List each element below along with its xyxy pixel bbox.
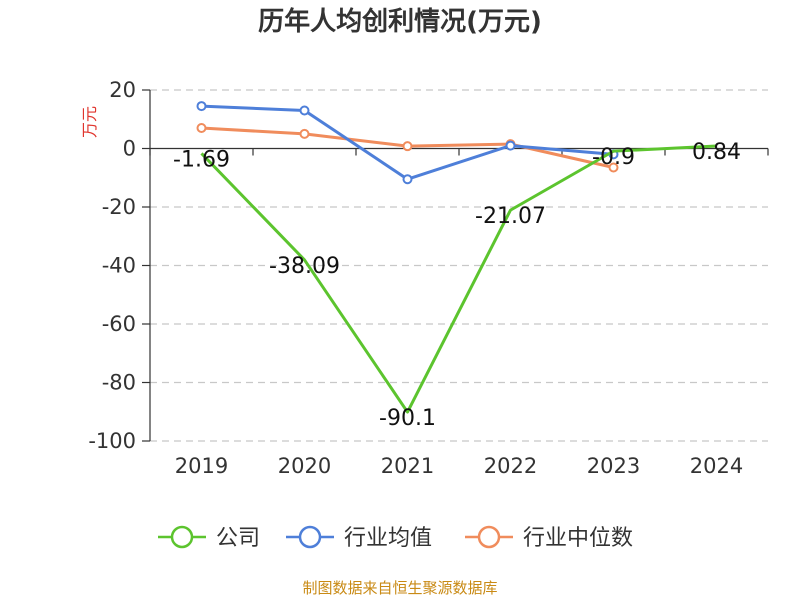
- legend-marker: [298, 525, 322, 549]
- legend-marker: [477, 525, 501, 549]
- data-point: [505, 140, 516, 151]
- data-label: -21.07: [475, 204, 546, 229]
- series-line: [200, 144, 717, 414]
- data-point: [402, 141, 413, 152]
- y-tick-label: 0: [123, 137, 136, 161]
- legend-marker: [170, 525, 194, 549]
- y-tick-label: -80: [102, 371, 136, 395]
- grid-lines: [150, 89, 768, 442]
- x-tick-label: 2022: [484, 454, 537, 478]
- y-tick-label: -60: [102, 312, 136, 336]
- legend-label: 公司: [216, 526, 260, 551]
- data-point: [196, 123, 207, 134]
- y-tick-label: -20: [102, 195, 136, 219]
- x-tick-label: 2024: [690, 454, 743, 478]
- y-tick-label: -40: [102, 254, 136, 278]
- data-label: -38.09: [269, 254, 340, 279]
- data-label: -1.69: [173, 147, 230, 172]
- data-label: -90.1: [379, 406, 436, 431]
- data-label: 0.84: [692, 140, 741, 165]
- data-point: [196, 101, 207, 112]
- data-point: [299, 105, 310, 116]
- x-tick-label: 2020: [278, 454, 331, 478]
- x-tick-label: 2019: [175, 454, 228, 478]
- data-point: [299, 128, 310, 139]
- x-tick-label: 2021: [381, 454, 434, 478]
- data-point: [608, 162, 619, 173]
- chart-title: 历年人均创利情况(万元): [258, 7, 542, 37]
- x-tick-label: 2023: [587, 454, 640, 478]
- series-lines: [196, 101, 717, 414]
- legend: 公司 行业均值 行业中位数: [158, 525, 633, 551]
- y-tick-label: 20: [109, 78, 136, 102]
- data-label: -0.9: [592, 145, 635, 170]
- source-note: 制图数据来自恒生聚源数据库: [302, 579, 498, 597]
- data-point: [402, 174, 413, 185]
- legend-label: 行业均值: [344, 526, 432, 551]
- y-tick-label: -100: [88, 429, 136, 453]
- legend-label: 行业中位数: [523, 526, 633, 551]
- y-unit-label: 万元: [80, 106, 99, 138]
- data-labels: -1.69 -38.09 -90.1 -21.07 -0.9 0.84: [173, 140, 741, 431]
